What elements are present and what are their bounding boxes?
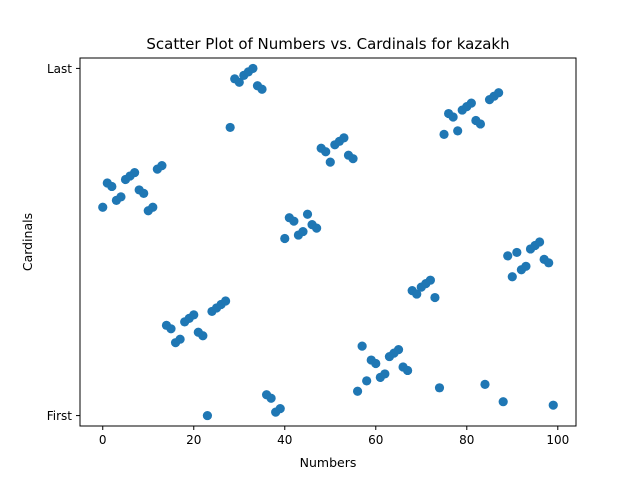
data-point bbox=[198, 331, 208, 341]
data-point bbox=[248, 63, 258, 74]
data-point bbox=[257, 84, 267, 94]
data-point bbox=[412, 289, 422, 299]
data-point bbox=[475, 119, 486, 129]
data-point bbox=[507, 272, 517, 282]
data-point bbox=[348, 154, 358, 164]
x-axis-label: Numbers bbox=[300, 455, 357, 470]
data-point bbox=[512, 247, 522, 258]
data-point bbox=[380, 369, 390, 379]
data-point bbox=[234, 77, 244, 87]
data-point bbox=[312, 223, 322, 233]
data-point bbox=[434, 383, 445, 393]
data-point bbox=[116, 192, 126, 202]
data-point bbox=[425, 275, 435, 285]
data-point bbox=[166, 324, 176, 334]
x-tick-label: 80 bbox=[459, 433, 474, 447]
data-point bbox=[448, 112, 458, 122]
data-point bbox=[148, 202, 158, 212]
data-point bbox=[393, 345, 404, 355]
y-tick-label: Last bbox=[47, 62, 72, 76]
data-point bbox=[130, 167, 140, 178]
data-point bbox=[325, 157, 335, 167]
y-axis-ticks: First Last bbox=[47, 62, 80, 423]
data-point bbox=[362, 376, 372, 386]
data-point bbox=[357, 341, 367, 351]
data-point bbox=[225, 122, 235, 133]
x-axis-ticks: 0 20 40 60 80 100 bbox=[99, 426, 569, 447]
plot-frame bbox=[79, 57, 577, 427]
data-point bbox=[430, 292, 440, 303]
data-points bbox=[98, 63, 558, 421]
data-point bbox=[498, 397, 508, 407]
data-point bbox=[544, 258, 554, 268]
x-tick-label: 40 bbox=[277, 433, 292, 447]
data-point bbox=[189, 310, 199, 320]
data-point bbox=[371, 358, 381, 369]
y-tick-label: First bbox=[47, 409, 73, 423]
data-point bbox=[175, 334, 185, 344]
data-point bbox=[298, 226, 308, 237]
data-point bbox=[302, 209, 313, 219]
data-point bbox=[352, 386, 363, 396]
data-point bbox=[321, 147, 331, 157]
data-point bbox=[289, 216, 299, 226]
data-point bbox=[221, 296, 231, 306]
data-point bbox=[466, 98, 476, 108]
data-point bbox=[403, 365, 413, 376]
data-point bbox=[157, 161, 167, 171]
data-point bbox=[521, 261, 531, 271]
x-tick-label: 20 bbox=[186, 433, 201, 447]
data-point bbox=[98, 202, 108, 212]
data-point bbox=[480, 379, 490, 389]
data-point bbox=[139, 188, 149, 198]
data-point bbox=[494, 88, 504, 98]
data-point bbox=[107, 181, 117, 192]
data-point bbox=[503, 251, 513, 261]
data-point bbox=[439, 129, 449, 139]
data-point bbox=[548, 400, 558, 410]
chart-title: Scatter Plot of Numbers vs. Cardinals fo… bbox=[146, 35, 509, 53]
x-tick-label: 0 bbox=[99, 433, 107, 447]
data-point bbox=[275, 404, 285, 414]
data-point bbox=[535, 237, 545, 247]
data-point bbox=[280, 233, 290, 244]
x-tick-label: 100 bbox=[546, 433, 569, 447]
data-point bbox=[266, 393, 276, 403]
data-point bbox=[202, 410, 213, 421]
x-tick-label: 60 bbox=[368, 433, 383, 447]
data-point bbox=[339, 133, 349, 143]
data-point bbox=[453, 126, 463, 136]
y-axis-label: Cardinals bbox=[20, 213, 35, 271]
